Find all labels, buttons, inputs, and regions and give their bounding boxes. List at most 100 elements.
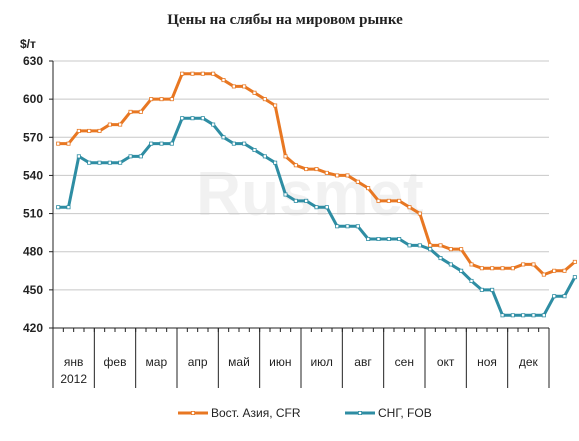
series-1-point-35 xyxy=(417,243,422,248)
series-1-point-16 xyxy=(221,135,226,140)
series-1-point-44 xyxy=(510,313,515,318)
series-0-point-16 xyxy=(221,78,226,83)
series-0-point-18 xyxy=(242,84,247,89)
month-label-5: июн xyxy=(269,355,291,369)
series-0-point-47 xyxy=(541,272,546,277)
series-1-point-9 xyxy=(149,141,154,146)
series-0-point-11 xyxy=(169,97,174,102)
series-0-point-40 xyxy=(469,262,474,267)
series-1-point-15 xyxy=(211,122,216,127)
series-1-point-27 xyxy=(335,224,340,229)
series-1-point-30 xyxy=(366,236,371,241)
month-label-9: окт xyxy=(437,355,455,369)
series-1-point-47 xyxy=(541,313,546,318)
series-0-point-3 xyxy=(87,128,92,133)
legend-label-0: Вост. Азия, CFR xyxy=(211,406,301,420)
series-1-point-19 xyxy=(252,147,257,152)
series-0-point-4 xyxy=(97,128,102,133)
series-1-point-17 xyxy=(231,141,236,146)
y-tick-label-540: 540 xyxy=(23,168,43,182)
series-0-point-34 xyxy=(407,205,412,210)
series-1-point-11 xyxy=(169,141,174,146)
series-0-point-7 xyxy=(128,109,133,114)
series-0-point-17 xyxy=(231,84,236,89)
y-tick-label-420: 420 xyxy=(23,321,43,335)
series-1-point-50 xyxy=(572,275,577,280)
series-0-point-19 xyxy=(252,90,257,95)
series-0-point-48 xyxy=(552,268,557,273)
y-tick-label-630: 630 xyxy=(23,54,43,68)
series-0-point-24 xyxy=(304,167,309,172)
series-1-point-3 xyxy=(87,160,92,165)
series-1-point-26 xyxy=(324,205,329,210)
series-layer xyxy=(56,71,577,318)
series-0-point-5 xyxy=(107,122,112,127)
series-1-point-7 xyxy=(128,154,133,159)
series-1-point-32 xyxy=(386,236,391,241)
series-0-point-12 xyxy=(180,71,185,76)
series-1-point-45 xyxy=(521,313,526,318)
month-label-2: мар xyxy=(146,355,168,369)
series-0-point-46 xyxy=(531,262,536,267)
chart-title: Цены на слябы на мировом рынке xyxy=(167,12,403,28)
y-tick-label-600: 600 xyxy=(23,92,43,106)
series-0-point-49 xyxy=(562,268,567,273)
month-label-11: дек xyxy=(519,355,539,369)
series-1-point-5 xyxy=(107,160,112,165)
series-0-point-31 xyxy=(376,198,381,203)
grid-layer xyxy=(52,60,550,388)
series-0-point-6 xyxy=(118,122,123,127)
series-1-point-46 xyxy=(531,313,536,318)
series-1-point-20 xyxy=(262,154,267,159)
series-1-point-43 xyxy=(500,313,505,318)
series-1-point-18 xyxy=(242,141,247,146)
series-1-point-28 xyxy=(345,224,350,229)
y-tick-label-570: 570 xyxy=(23,130,43,144)
series-1-point-2 xyxy=(76,154,81,159)
series-0-point-13 xyxy=(190,71,195,76)
series-0-point-1 xyxy=(66,141,71,146)
month-label-10: ноя xyxy=(477,355,497,369)
series-0-point-23 xyxy=(293,163,298,168)
series-1-point-41 xyxy=(479,287,484,292)
series-0-point-41 xyxy=(479,266,484,271)
series-1-point-40 xyxy=(469,278,474,283)
series-0-point-27 xyxy=(335,173,340,178)
series-1-point-42 xyxy=(490,287,495,292)
series-0-point-44 xyxy=(510,266,515,271)
series-0-point-20 xyxy=(262,97,267,102)
series-1-point-1 xyxy=(66,205,71,210)
series-0-point-38 xyxy=(448,247,453,252)
series-1-point-36 xyxy=(428,247,433,252)
series-1-point-24 xyxy=(304,198,309,203)
series-1-point-23 xyxy=(293,198,298,203)
series-0-point-37 xyxy=(438,243,443,248)
axis-layer: 420 450 480 510 540 570 600 630 янв фев мар апр май и… xyxy=(23,54,550,388)
series-1-point-33 xyxy=(397,236,402,241)
series-0-point-32 xyxy=(386,198,391,203)
y-axis-unit: $/т xyxy=(20,37,36,51)
series-0-point-26 xyxy=(324,170,329,175)
series-1-point-38 xyxy=(448,262,453,267)
series-1-point-39 xyxy=(459,268,464,273)
y-tick-label-510: 510 xyxy=(23,207,43,221)
series-0-point-8 xyxy=(138,109,143,114)
month-label-6: июл xyxy=(310,355,332,369)
series-1-point-13 xyxy=(190,116,195,121)
series-0-point-45 xyxy=(521,262,526,267)
series-1-point-8 xyxy=(138,154,143,159)
series-0-point-30 xyxy=(366,186,371,191)
legend-marker-1 xyxy=(357,410,362,415)
y-tick-label-450: 450 xyxy=(23,283,43,297)
series-0-point-15 xyxy=(211,71,216,76)
month-label-4: май xyxy=(228,355,250,369)
month-label-7: авг xyxy=(354,355,372,369)
legend-marker-0 xyxy=(190,410,195,415)
legend-label-1: СНГ, FOB xyxy=(378,406,432,420)
series-1-point-31 xyxy=(376,236,381,241)
series-1-point-29 xyxy=(355,224,360,229)
series-0-point-10 xyxy=(159,97,164,102)
series-0-point-35 xyxy=(417,211,422,216)
series-0-point-28 xyxy=(345,173,350,178)
